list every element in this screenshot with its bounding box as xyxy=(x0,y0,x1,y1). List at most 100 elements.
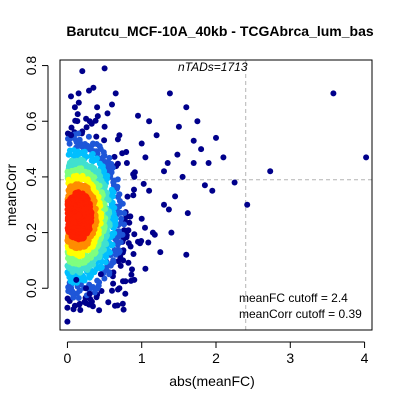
data-point xyxy=(125,259,132,266)
data-point xyxy=(115,258,122,265)
data-point xyxy=(267,168,274,175)
data-point xyxy=(213,134,219,141)
data-point xyxy=(109,101,115,108)
data-point xyxy=(96,307,103,314)
data-point xyxy=(153,132,160,139)
x-tick-label: 1 xyxy=(138,350,146,366)
data-point xyxy=(138,215,145,222)
data-point xyxy=(130,251,137,257)
data-point xyxy=(111,153,118,160)
data-point xyxy=(190,137,197,144)
data-point xyxy=(120,306,127,313)
data-point xyxy=(110,257,117,264)
data-point xyxy=(64,318,71,325)
data-point xyxy=(142,224,148,231)
data-point xyxy=(166,90,173,97)
data-point xyxy=(109,287,115,294)
data-point xyxy=(209,187,216,194)
data-point xyxy=(75,295,82,301)
data-point xyxy=(142,154,149,161)
data-point xyxy=(174,151,181,158)
data-point xyxy=(119,300,126,307)
y-axis: 0.0 0.2 0.4 0.6 0.8 xyxy=(23,56,49,298)
data-point xyxy=(68,132,75,139)
data-point xyxy=(231,179,238,186)
data-point xyxy=(168,229,175,236)
y-tick-label: 0.0 xyxy=(23,278,39,298)
data-point xyxy=(363,154,370,161)
data-point xyxy=(75,213,82,220)
data-point xyxy=(75,99,82,106)
x-axis: 0 1 2 3 4 xyxy=(64,341,369,366)
x-tick-label: 0 xyxy=(64,350,72,366)
y-tick-label: 0.8 xyxy=(23,56,39,76)
data-point xyxy=(198,146,205,153)
data-point xyxy=(183,104,190,111)
data-point xyxy=(101,137,108,144)
data-point xyxy=(90,84,97,91)
data-point xyxy=(179,173,186,180)
data-point xyxy=(244,201,251,208)
chart-title: Barutcu_MCF-10A_40kb - TCGAbrca_lum_bas xyxy=(66,23,374,39)
data-point xyxy=(145,239,152,246)
x-tick-label: 4 xyxy=(361,350,369,366)
data-point xyxy=(66,140,73,147)
data-point xyxy=(124,193,131,200)
data-point xyxy=(68,124,75,131)
data-point xyxy=(86,87,92,94)
data-point xyxy=(161,168,167,175)
data-point xyxy=(142,265,149,272)
data-point xyxy=(104,162,111,169)
data-point xyxy=(106,154,113,161)
data-point xyxy=(175,123,182,130)
data-point xyxy=(149,229,156,236)
data-point xyxy=(127,243,134,250)
y-tick-label: 0.2 xyxy=(23,223,39,243)
data-point xyxy=(131,276,138,283)
data-point xyxy=(75,90,82,97)
data-point xyxy=(131,186,137,193)
data-point xyxy=(112,302,118,309)
data-point xyxy=(76,300,83,307)
data-point xyxy=(131,173,138,180)
data-point xyxy=(93,133,100,140)
data-point xyxy=(111,247,118,253)
data-point xyxy=(205,160,212,166)
data-point xyxy=(74,111,81,118)
data-points xyxy=(64,65,370,325)
data-point xyxy=(122,290,129,297)
data-point xyxy=(128,271,135,278)
data-point xyxy=(110,182,117,189)
data-point xyxy=(71,104,78,111)
data-point xyxy=(101,275,108,282)
data-point xyxy=(120,278,126,285)
data-point xyxy=(73,276,80,283)
data-point xyxy=(201,182,208,189)
data-point xyxy=(86,118,93,125)
data-point xyxy=(97,271,104,278)
data-point xyxy=(86,290,93,297)
data-point xyxy=(190,160,197,166)
data-point xyxy=(85,133,92,140)
y-axis-title: meanCorr xyxy=(3,164,19,227)
data-point xyxy=(74,118,81,125)
data-point xyxy=(220,154,227,161)
data-point xyxy=(115,194,121,200)
data-point xyxy=(330,90,337,97)
data-point xyxy=(105,299,112,306)
data-point xyxy=(146,187,153,194)
data-point xyxy=(116,285,123,292)
data-point xyxy=(161,201,167,208)
data-point xyxy=(130,192,137,199)
data-point xyxy=(123,160,130,166)
x-tick-label: 3 xyxy=(286,350,294,366)
data-point xyxy=(120,257,127,264)
data-point xyxy=(65,151,72,158)
plot-frame xyxy=(59,59,373,331)
data-point xyxy=(172,193,179,200)
data-point xyxy=(157,249,164,256)
data-point xyxy=(64,304,71,311)
data-point xyxy=(117,262,124,269)
data-point xyxy=(135,112,141,119)
